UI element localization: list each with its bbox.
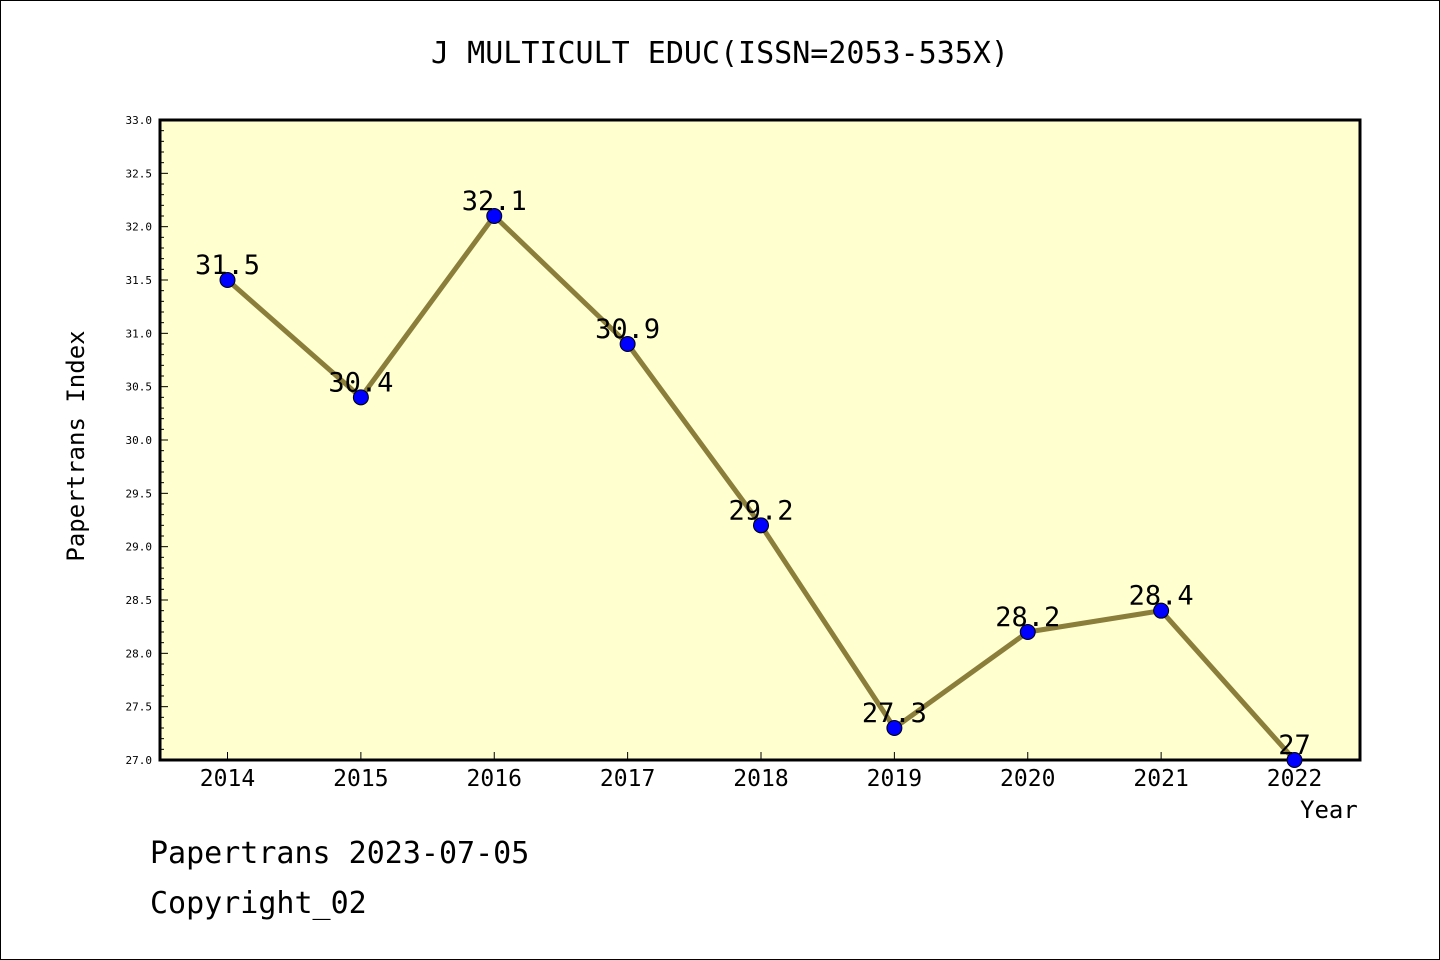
data-point <box>619 336 636 352</box>
y-tick-label: 27.5 <box>126 701 153 714</box>
x-tick-label: 2019 <box>867 766 922 792</box>
data-point <box>1286 752 1303 768</box>
data-point <box>1153 602 1170 619</box>
data-point <box>486 208 503 224</box>
x-tick-label: 2015 <box>333 766 388 792</box>
data-label: 27.3 <box>862 698 927 729</box>
plot-area <box>160 120 1360 760</box>
data-point <box>352 389 369 406</box>
x-tick-label: 2021 <box>1133 766 1188 792</box>
y-tick-label: 33.0 <box>126 114 153 127</box>
data-label: 30.4 <box>328 367 393 398</box>
y-tick-label: 30.5 <box>126 381 153 394</box>
plot-border <box>158 118 1362 762</box>
y-tick-label: 31.0 <box>126 327 153 340</box>
data-label: 29.2 <box>728 495 793 526</box>
data-label: 28.4 <box>1129 581 1194 612</box>
footer-date: Papertrans 2023-07-05 <box>150 836 530 871</box>
data-label: 27 <box>1278 730 1311 761</box>
y-tick-label: 28.0 <box>126 647 153 660</box>
data-label: 30.9 <box>595 314 660 345</box>
x-tick-label: 2017 <box>600 766 655 792</box>
y-tick-label: 32.0 <box>126 221 153 234</box>
y-tick-label: 27.0 <box>126 754 153 767</box>
data-point <box>753 517 769 534</box>
x-axis-label: Year <box>1300 796 1358 824</box>
data-label: 31.5 <box>195 250 260 281</box>
x-tick-label: 2016 <box>467 766 522 792</box>
y-tick-label: 32.5 <box>126 167 153 180</box>
x-tick-label: 2022 <box>1267 766 1322 792</box>
data-point <box>219 272 236 288</box>
y-tick-label: 31.5 <box>126 274 153 287</box>
data-label: 32.1 <box>462 186 527 217</box>
x-tick-label: 2014 <box>200 766 255 792</box>
data-point <box>1019 624 1036 640</box>
chart-title: J MULTICULT EDUC(ISSN=2053-535X) <box>431 36 1009 71</box>
y-tick-label: 29.5 <box>126 487 153 500</box>
footer-copyright: Copyright_02 <box>150 886 367 921</box>
y-tick-label: 29.0 <box>126 541 153 554</box>
y-tick-label: 28.5 <box>126 594 153 607</box>
data-point <box>886 720 903 736</box>
data-label: 28.2 <box>995 602 1060 633</box>
x-tick-label: 2020 <box>1000 766 1055 792</box>
y-tick-label: 30.0 <box>126 434 153 447</box>
x-tick-label: 2018 <box>733 766 788 792</box>
